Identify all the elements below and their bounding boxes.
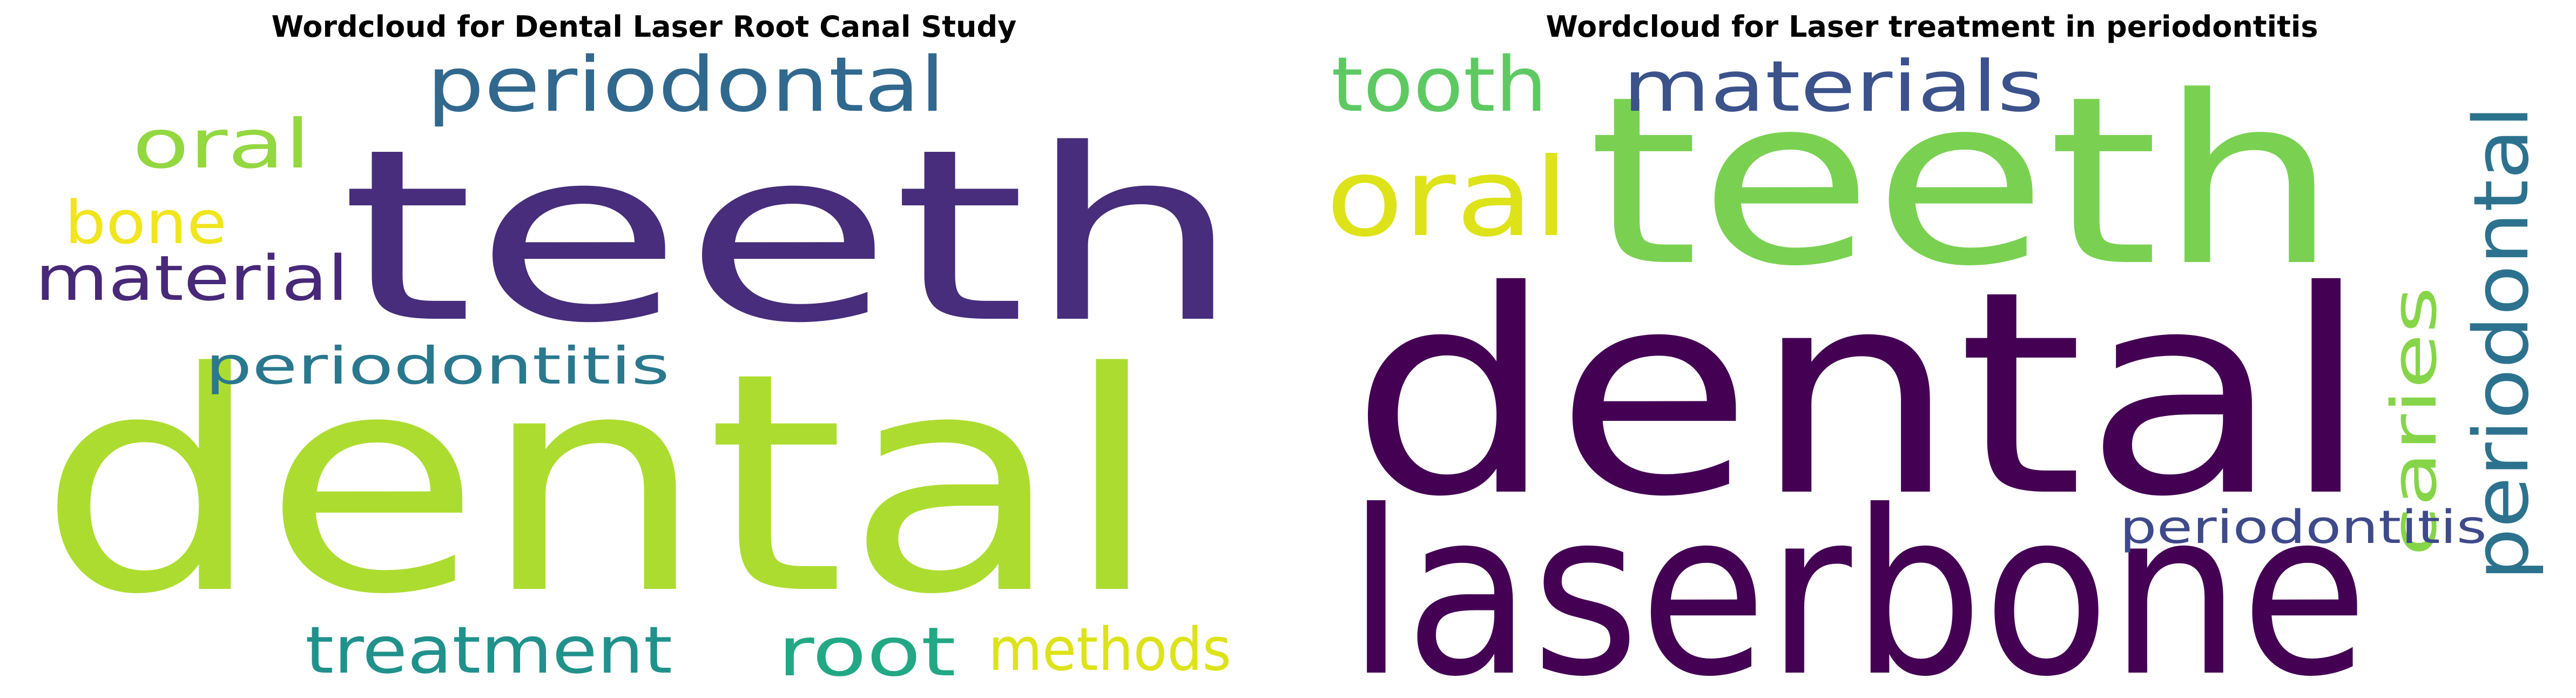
word-methods: methods [988, 615, 1231, 684]
wordcloud-panel-2: Wordcloud for Laser treatment in periodo… [1288, 0, 2576, 698]
wordcloud-panel-1: Wordcloud for Dental Laser Root Canal St… [35, 10, 1242, 692]
word-treatment: treatment [305, 613, 672, 688]
word-caries: caries [2378, 286, 2451, 556]
word-teeth: teeth [340, 98, 1242, 375]
word-periodontal: periodontal [2458, 105, 2546, 581]
word-periodontitis: periodontitis [205, 337, 670, 396]
word-materials: materials [1623, 45, 2044, 127]
word-root: root [778, 613, 956, 692]
chart-title: Wordcloud for Dental Laser Root Canal St… [271, 10, 1017, 44]
word-oral: oral [132, 105, 311, 184]
word-teeth: teeth [1588, 47, 2338, 317]
word-bone: bone [65, 188, 227, 257]
word-dental: dental [1350, 231, 2371, 558]
word-oral: oral [1326, 135, 1569, 261]
word-material: material [35, 243, 348, 315]
word-dental: dental [38, 308, 1161, 661]
word-periodontitis: periodontitis [2120, 501, 2487, 554]
word-periodontal: periodontal [427, 41, 945, 129]
word-laserbone: laserbone [1347, 462, 2368, 698]
chart-title: Wordcloud for Laser treatment in periodo… [1546, 10, 2318, 44]
word-tooth: tooth [1331, 41, 1547, 129]
